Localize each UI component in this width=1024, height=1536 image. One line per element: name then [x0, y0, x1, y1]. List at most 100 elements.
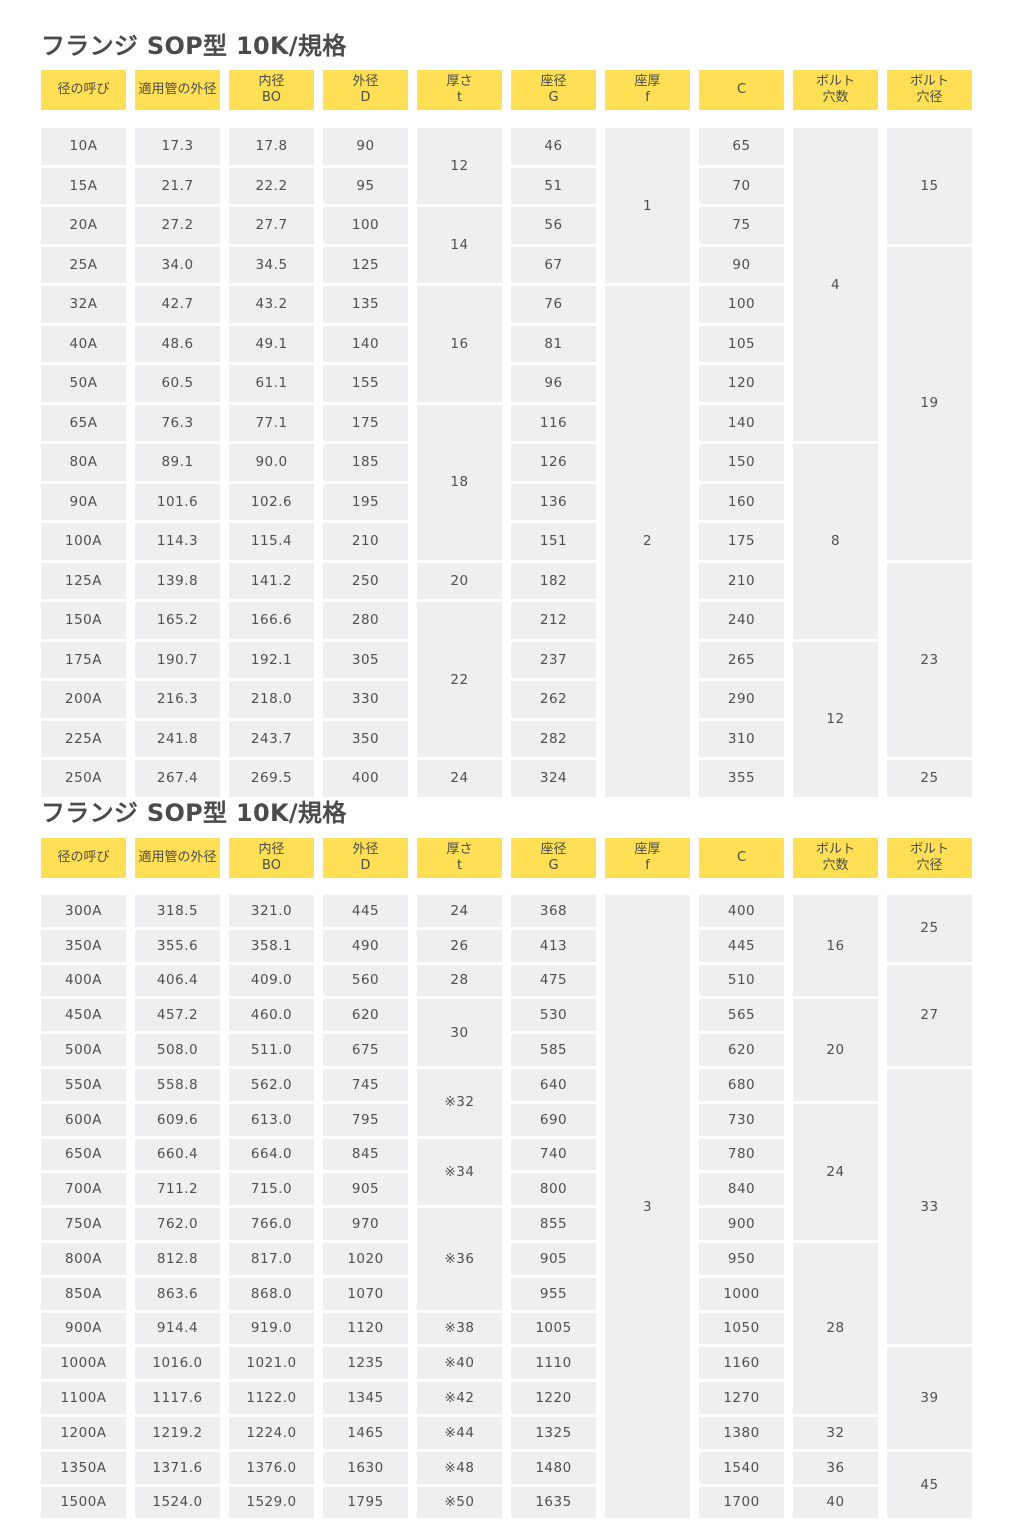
table-cell: 250 — [323, 562, 408, 599]
table-cell: 21.7 — [135, 167, 220, 204]
table-cell: 32 — [793, 1416, 878, 1449]
table-cell: 1480 — [511, 1451, 596, 1484]
table-cell: 406.4 — [135, 964, 220, 997]
table-cell: 690 — [511, 1103, 596, 1136]
table-cell: 100 — [323, 207, 408, 244]
table-cell: 1120 — [323, 1312, 408, 1345]
column-header: 外径 D — [323, 838, 408, 878]
table-cell: 185 — [323, 444, 408, 481]
column-header: 内径 BO — [229, 70, 314, 110]
table-cell: 182 — [511, 562, 596, 599]
table-cell: 817.0 — [229, 1242, 314, 1275]
column-header: 厚さ t — [417, 838, 502, 878]
table-cell: 96 — [511, 365, 596, 402]
table-cell: 730 — [699, 1103, 784, 1136]
table-cell: 955 — [511, 1277, 596, 1310]
table-cell: 1376.0 — [229, 1451, 314, 1484]
table-cell: 1160 — [699, 1347, 784, 1380]
column-header: ボルト 穴数 — [793, 70, 878, 110]
table-cell: 850A — [41, 1277, 126, 1310]
table-cell: 1020 — [323, 1242, 408, 1275]
table-cell: 660.4 — [135, 1138, 220, 1171]
table-cell: 27.2 — [135, 207, 220, 244]
table-cell: 562.0 — [229, 1068, 314, 1101]
section-2-title: フランジ SOP型 10K/規格 — [41, 799, 347, 827]
table-cell: 65 — [699, 128, 784, 165]
table-cell: 150 — [699, 444, 784, 481]
table-cell: 855 — [511, 1208, 596, 1240]
table-cell: 77.1 — [229, 404, 314, 441]
table-cell: 970 — [323, 1208, 408, 1240]
column-header: C — [699, 838, 784, 878]
table-cell: 290 — [699, 681, 784, 718]
table-cell: 22.2 — [229, 167, 314, 204]
table-cell: 1350A — [41, 1451, 126, 1484]
table-cell: 10A — [41, 128, 126, 165]
table-cell: 241.8 — [135, 720, 220, 757]
column-header: 厚さ t — [417, 70, 502, 110]
table-cell: 212 — [511, 602, 596, 639]
table-cell: 1345 — [323, 1382, 408, 1414]
table-cell: 457.2 — [135, 999, 220, 1032]
column-header: 座径 G — [511, 838, 596, 878]
table-cell: 863.6 — [135, 1277, 220, 1310]
table-cell: 160 — [699, 483, 784, 520]
table-cell: 280 — [323, 602, 408, 639]
table-cell: 12 — [793, 641, 878, 797]
table-cell: 75 — [699, 207, 784, 244]
table-cell: 310 — [699, 720, 784, 757]
column-header: 座径 G — [511, 70, 596, 110]
table-cell: 90A — [41, 483, 126, 520]
table-cell: 664.0 — [229, 1138, 314, 1171]
table-cell: 141.2 — [229, 562, 314, 599]
table-cell: 1000A — [41, 1347, 126, 1380]
table-cell: 237 — [511, 641, 596, 678]
column-header: 座厚 f — [605, 838, 690, 878]
table-cell: ※48 — [417, 1451, 502, 1484]
table-cell: 400 — [323, 760, 408, 797]
table-cell: 1070 — [323, 1277, 408, 1310]
table-cell: 1500A — [41, 1486, 126, 1519]
table-cell: 800A — [41, 1242, 126, 1275]
table-cell: 1050 — [699, 1312, 784, 1345]
table-cell: 140 — [699, 404, 784, 441]
table-cell: 33 — [887, 1068, 972, 1345]
table-cell: 32A — [41, 286, 126, 323]
table-cell: 56 — [511, 207, 596, 244]
table-cell: 715.0 — [229, 1173, 314, 1206]
table-cell: 413 — [511, 929, 596, 962]
table-cell: 558.8 — [135, 1068, 220, 1101]
table-cell: 711.2 — [135, 1173, 220, 1206]
table-cell: 250A — [41, 760, 126, 797]
table-cell: 26 — [417, 929, 502, 962]
table-cell: 1 — [605, 128, 690, 283]
column-header: ボルト 穴数 — [793, 838, 878, 878]
table-cell: 445 — [699, 929, 784, 962]
table-cell: 139.8 — [135, 562, 220, 599]
table-cell: 350 — [323, 720, 408, 757]
table-cell: 368 — [511, 895, 596, 927]
table-cell: 350A — [41, 929, 126, 962]
table-cell: 81 — [511, 325, 596, 362]
table-cell: 114.3 — [135, 523, 220, 560]
table-cell: 1235 — [323, 1347, 408, 1380]
table-cell: 1529.0 — [229, 1486, 314, 1519]
table-cell: 1200A — [41, 1416, 126, 1449]
table-cell: 48.6 — [135, 325, 220, 362]
table-cell: 680 — [699, 1068, 784, 1101]
table-cell: 175 — [323, 404, 408, 441]
table-cell: 216.3 — [135, 681, 220, 718]
table-cell: 905 — [511, 1242, 596, 1275]
table-cell: 140 — [323, 325, 408, 362]
table-cell: 1122.0 — [229, 1382, 314, 1414]
table-cell: 25 — [887, 760, 972, 797]
table-cell: 125A — [41, 562, 126, 599]
table-cell: 240 — [699, 602, 784, 639]
table-cell: 40A — [41, 325, 126, 362]
table-cell: 766.0 — [229, 1208, 314, 1240]
table-cell: 40 — [793, 1486, 878, 1519]
table-cell: 16 — [417, 286, 502, 402]
table-cell: 20A — [41, 207, 126, 244]
table-cell: 300A — [41, 895, 126, 927]
table-cell: 155 — [323, 365, 408, 402]
